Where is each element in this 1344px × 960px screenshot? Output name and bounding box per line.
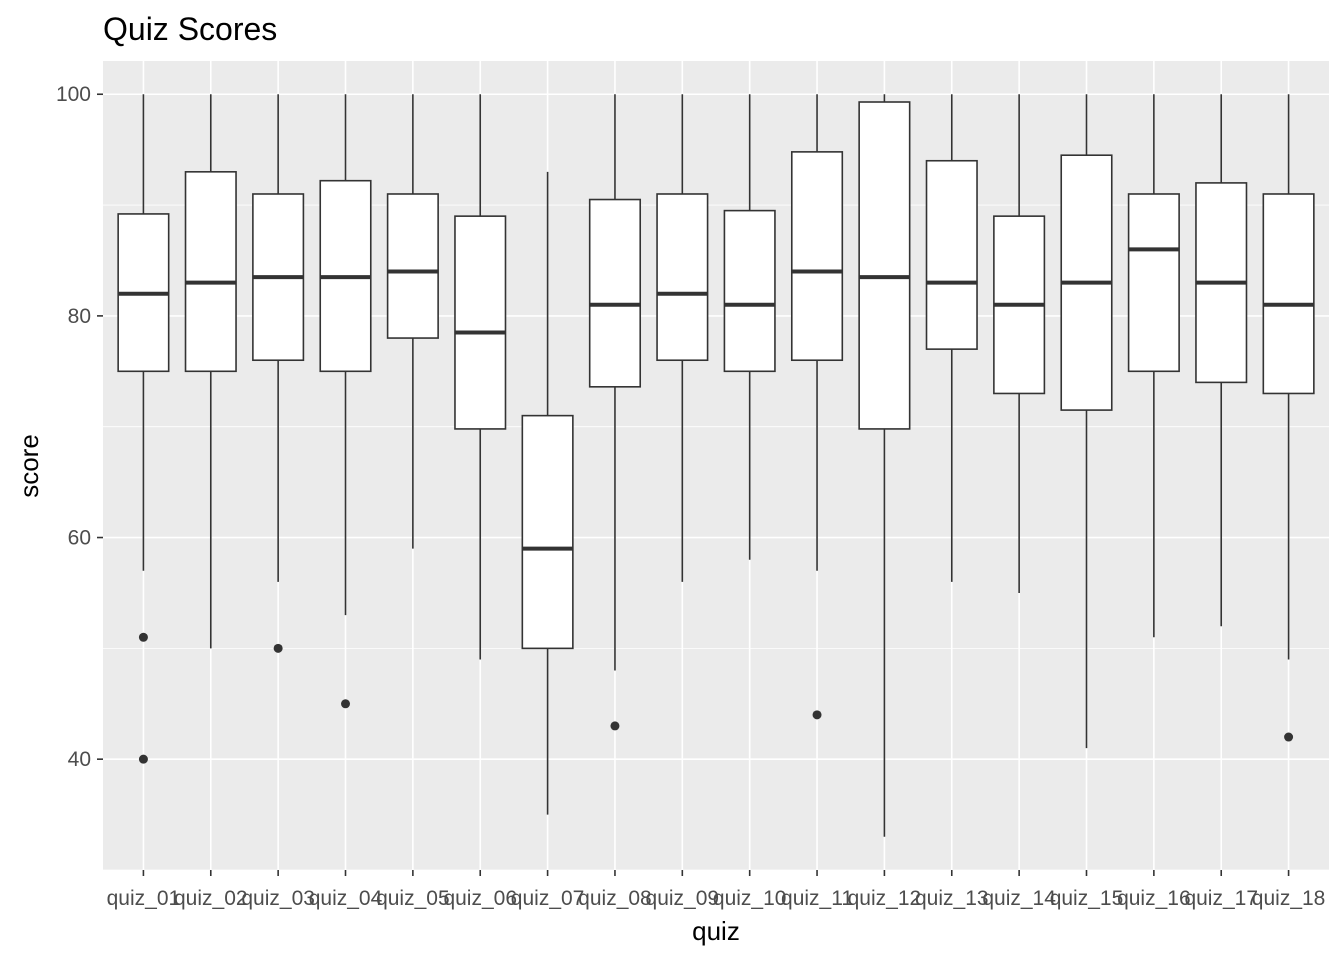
box-iqr <box>925 159 978 350</box>
box-quiz_06 <box>454 94 507 660</box>
x-tick-label: quiz_05 <box>376 887 450 910</box>
x-tick-label: quiz_04 <box>309 887 383 910</box>
box-quiz_10 <box>723 94 776 560</box>
box-quiz_16 <box>1127 94 1180 638</box>
box-iqr <box>656 193 709 362</box>
box-iqr <box>521 414 574 650</box>
box-quiz_04 <box>319 94 372 709</box>
box-quiz_03 <box>252 94 305 653</box>
x-tick-label: quiz_16 <box>1117 887 1191 910</box>
box-quiz_15 <box>1060 94 1113 749</box>
x-tick-label: quiz_02 <box>174 887 248 910</box>
box-iqr <box>588 198 642 388</box>
box-iqr <box>386 193 439 339</box>
x-tick-label: quiz_15 <box>1050 887 1124 910</box>
outlier-point <box>812 710 822 720</box>
x-tick-label: quiz_11 <box>781 887 853 910</box>
x-axis-title: quiz <box>692 916 740 946</box>
box-quiz_17 <box>1195 94 1248 627</box>
box-iqr <box>1262 193 1315 395</box>
x-tick-label: quiz_01 <box>107 887 181 910</box>
y-axis-title: score <box>14 434 44 498</box>
box-quiz_01 <box>117 94 170 764</box>
x-tick-label: quiz_08 <box>578 887 652 910</box>
box-iqr <box>790 151 844 362</box>
x-tick-label: quiz_17 <box>1184 887 1258 910</box>
x-tick-label: quiz_10 <box>713 887 787 910</box>
y-tick-label: 40 <box>68 748 91 771</box>
box-quiz_08 <box>588 94 642 731</box>
outlier-point <box>273 643 283 653</box>
boxes <box>117 94 1315 837</box>
box-quiz_05 <box>386 94 439 549</box>
outlier-point <box>138 632 148 642</box>
box-quiz_14 <box>993 94 1046 593</box>
x-tick-label: quiz_06 <box>443 887 517 910</box>
box-quiz_13 <box>925 94 978 582</box>
outlier-point <box>1284 732 1294 742</box>
x-tick-label: quiz_09 <box>646 887 720 910</box>
box-iqr <box>723 209 776 373</box>
box-quiz_02 <box>184 94 237 649</box>
x-tick-label: quiz_14 <box>982 887 1056 910</box>
box-quiz_18 <box>1262 94 1315 742</box>
box-quiz_12 <box>858 94 911 837</box>
x-axis: quiz_01quiz_02quiz_03quiz_04quiz_05quiz_… <box>107 870 1326 910</box>
plot-panel <box>103 61 1329 870</box>
box-quiz_07 <box>521 171 574 815</box>
y-tick-label: 60 <box>68 527 91 550</box>
box-quiz_11 <box>790 94 844 720</box>
chart-title: Quiz Scores <box>103 11 277 47</box>
x-tick-label: quiz_12 <box>848 887 922 910</box>
box-iqr <box>858 101 911 430</box>
x-tick-label: quiz_03 <box>241 887 315 910</box>
outlier-point <box>341 699 351 709</box>
box-iqr <box>184 171 237 373</box>
y-tick-label: 100 <box>56 83 91 106</box>
x-tick-label: quiz_18 <box>1252 887 1326 910</box>
outlier-point <box>138 754 148 764</box>
y-tick-label: 80 <box>68 305 91 328</box>
outlier-point <box>610 721 620 731</box>
box-quiz_09 <box>656 94 709 582</box>
y-axis: 40 60 80 100 <box>56 83 103 771</box>
x-tick-label: quiz_07 <box>511 887 585 910</box>
box-iqr <box>1127 193 1180 373</box>
box-iqr <box>454 215 507 430</box>
x-tick-label: quiz_13 <box>915 887 989 910</box>
